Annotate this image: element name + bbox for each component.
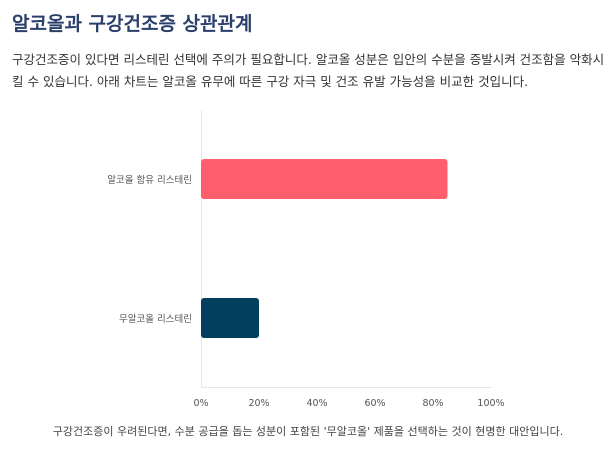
bars-group [201,159,448,338]
x-tick-label: 60% [364,398,385,409]
x-tick-labels-group: 0% 20% 40% 60% 80% 100% [193,398,504,409]
category-label: 알코올 함유 리스테린 [107,175,192,186]
x-tick-label: 80% [422,398,443,409]
x-tick-label: 100% [477,398,504,409]
bar-1 [201,159,448,199]
x-tick-label: 0% [193,398,208,409]
x-tick-label: 20% [248,398,269,409]
bar-2 [201,298,259,338]
category-label: 무알코올 리스테린 [119,314,192,325]
footer-note: 구강건조증이 우려된다면, 수분 공급을 돕는 성분이 포함된 '무알코올' 제… [52,425,564,438]
x-tick-label: 40% [306,398,327,409]
page-description: 구강건조증이 있다면 리스테린 선택에 주의가 필요합니다. 알코올 성분은 입… [12,52,605,89]
page-title: 알코올과 구강건조증 상관관계 [12,13,253,35]
